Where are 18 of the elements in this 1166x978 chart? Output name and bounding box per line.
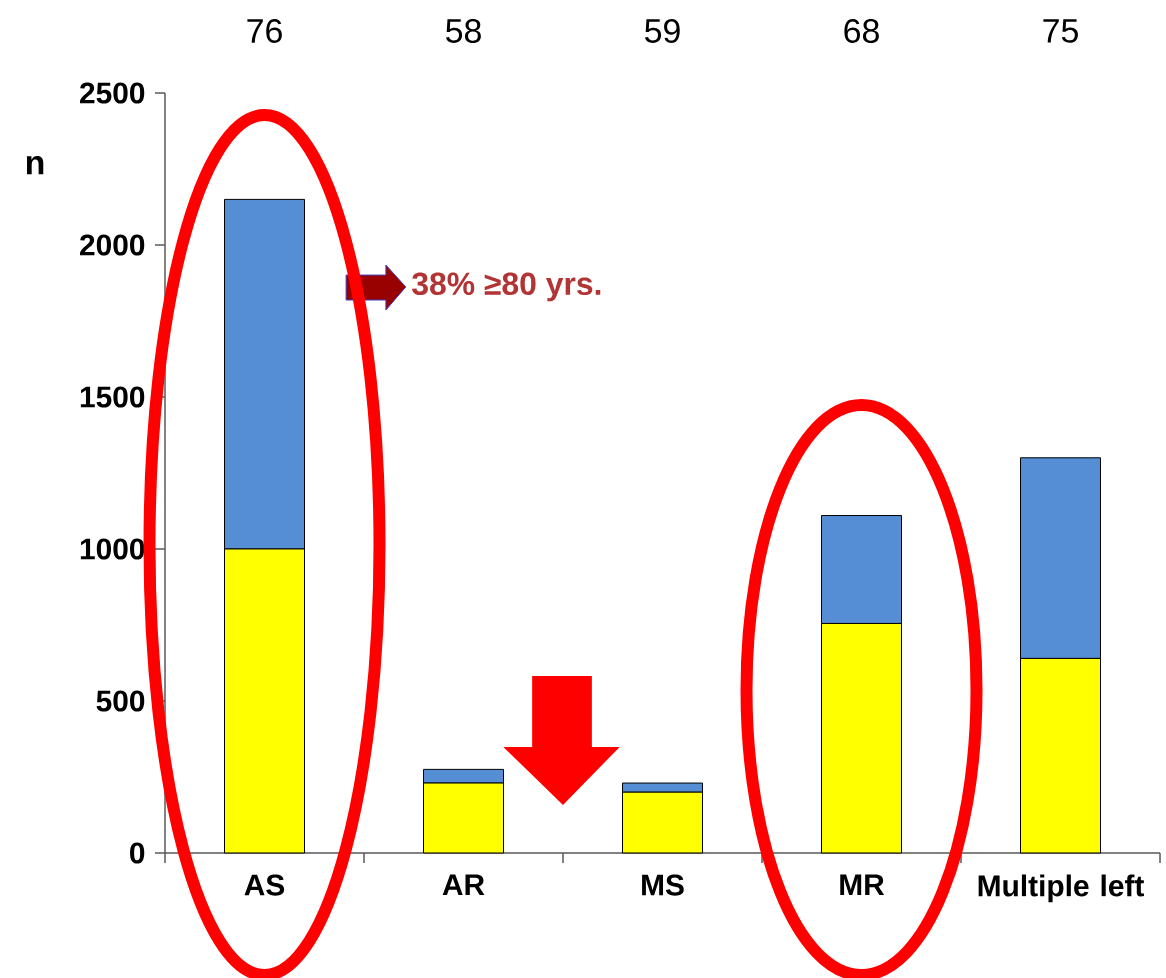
text: 68 [844,18,879,43]
y-axis-title: n [26,155,44,175]
x-tick-label: MR [840,874,885,896]
y-tick-label: 1000 [80,538,145,560]
y-tick-label: 0 [130,842,145,864]
annotation: 38% ≥80 yrs. [412,272,601,302]
y-tick-label: 500 [96,690,145,712]
y-tick-label: 2000 [80,234,145,256]
text: 59 [645,18,680,43]
text: 76 [247,18,282,43]
y-tick-label: 2500 [80,82,145,104]
y-tick-label: 1500 [80,386,145,408]
x-tick-label: AR [442,874,485,896]
x-tick-label: AS [244,874,285,896]
text: 58 [446,18,481,43]
text: 75 [1043,19,1078,43]
x-tick-label: MS [642,874,684,896]
x-tick-label: Multiple left [978,874,1144,903]
